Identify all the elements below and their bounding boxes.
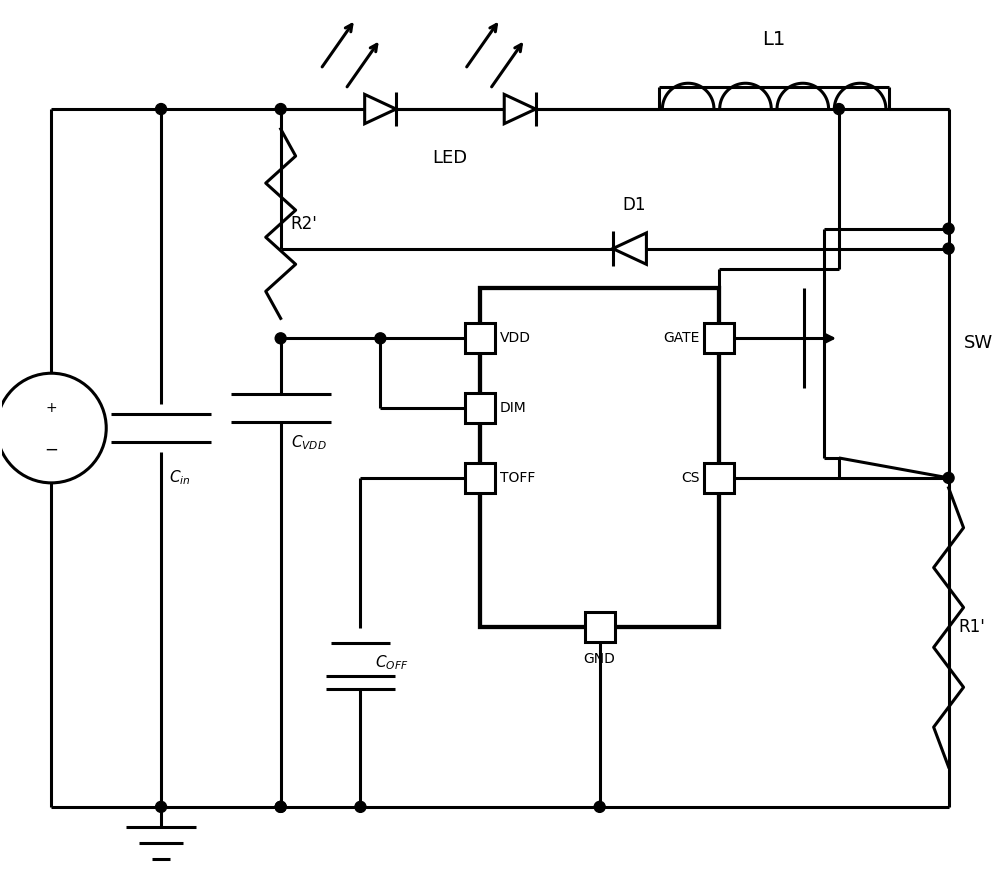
Circle shape — [275, 801, 286, 813]
Text: SW: SW — [964, 334, 993, 353]
Text: +: + — [46, 401, 57, 415]
Circle shape — [275, 801, 286, 813]
Circle shape — [943, 223, 954, 234]
Bar — [465, 463, 495, 493]
Polygon shape — [365, 94, 396, 123]
Bar — [465, 393, 495, 423]
Bar — [704, 463, 734, 493]
Text: LED: LED — [433, 149, 468, 167]
Circle shape — [0, 373, 106, 483]
Circle shape — [375, 333, 386, 344]
Text: R2': R2' — [291, 215, 318, 233]
Text: D1: D1 — [623, 195, 646, 214]
Circle shape — [943, 472, 954, 483]
Circle shape — [156, 801, 167, 813]
Text: L1: L1 — [763, 30, 786, 49]
Polygon shape — [613, 233, 646, 265]
Bar — [465, 323, 495, 353]
Text: R1': R1' — [959, 618, 985, 637]
Circle shape — [594, 801, 605, 813]
Text: GATE: GATE — [663, 331, 699, 345]
Circle shape — [833, 104, 844, 115]
Circle shape — [275, 104, 286, 115]
Text: DIM: DIM — [500, 401, 527, 415]
Bar — [480, 289, 719, 628]
Circle shape — [275, 333, 286, 344]
Circle shape — [156, 104, 167, 115]
Text: $C_{in}$: $C_{in}$ — [169, 469, 191, 488]
Text: CS: CS — [681, 471, 699, 485]
Text: GND: GND — [584, 653, 616, 666]
Bar — [585, 613, 615, 642]
Polygon shape — [504, 94, 536, 123]
Text: $C_{OFF}$: $C_{OFF}$ — [375, 653, 409, 671]
Text: TOFF: TOFF — [500, 471, 535, 485]
Text: VDD: VDD — [500, 331, 531, 345]
Text: $C_{VDD}$: $C_{VDD}$ — [291, 433, 326, 452]
Text: −: − — [44, 441, 58, 459]
Circle shape — [355, 801, 366, 813]
Bar — [704, 323, 734, 353]
Circle shape — [943, 243, 954, 254]
